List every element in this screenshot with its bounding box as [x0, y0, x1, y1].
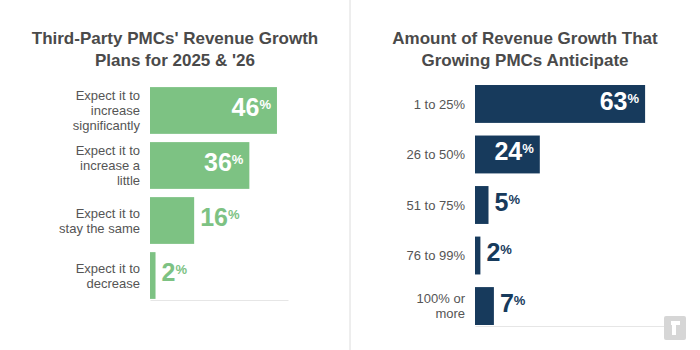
- data-label-number: 16: [200, 203, 228, 231]
- text-line: little: [117, 173, 140, 188]
- text-line: stay the same: [59, 221, 140, 236]
- y-tick: 100% ormore: [417, 291, 466, 321]
- data-label-number: 46: [232, 93, 260, 121]
- data-label-unit: %: [228, 207, 240, 222]
- text-line: 76 to 99%: [406, 248, 465, 263]
- bar: [150, 87, 277, 134]
- data-label-number: 63: [600, 87, 628, 115]
- data-label-number: 2: [486, 238, 500, 266]
- logo-box: [664, 316, 686, 340]
- bars: [475, 85, 645, 325]
- x-axis-line: [151, 300, 289, 301]
- chart-panel: Third-Party PMCs' Revenue Growth Plans fo…: [32, 29, 318, 301]
- chart-title: Amount of Revenue Growth That Growing PMC…: [392, 29, 658, 70]
- data-label: 16%: [200, 203, 240, 231]
- data-label: 2%: [162, 258, 188, 286]
- text-line: Amount of Revenue Growth That: [392, 29, 658, 48]
- text-line: increase a: [80, 158, 141, 173]
- y-tick-label: Expect it tostay the same: [59, 206, 140, 236]
- bar: [475, 186, 489, 224]
- data-label: 5%: [495, 188, 521, 216]
- text-line: 26 to 50%: [406, 147, 465, 162]
- data-labels: 63%24%5%2%7%: [486, 87, 639, 317]
- data-labels: 46%36%16%2%: [162, 93, 272, 286]
- y-axis: 1 to 25% 26 to 50% 51 to 75% 76 to 99% 100% …: [406, 97, 465, 322]
- x-axis: [151, 300, 289, 301]
- bar: [475, 237, 480, 275]
- text-line: 100% or: [417, 291, 466, 306]
- data-label-unit: %: [232, 152, 244, 167]
- text-line: Expect it to: [76, 143, 140, 158]
- y-tick: 1 to 25%: [414, 97, 466, 112]
- bar: [150, 252, 156, 299]
- bar: [475, 287, 494, 325]
- y-tick-label: 76 to 99%: [406, 248, 465, 263]
- y-tick-label: Expect it todecrease: [76, 261, 140, 291]
- chart-root: Third-Party PMCs' Revenue Growth Plans fo…: [0, 0, 700, 350]
- data-label-number: 36: [204, 148, 232, 176]
- data-label: 63%: [600, 87, 640, 115]
- text-line: Expect it to: [76, 88, 140, 103]
- data-label: 7%: [500, 289, 526, 317]
- data-label-number: 24: [494, 137, 522, 165]
- y-tick: 51 to 75%: [406, 198, 465, 213]
- chart-panel: Amount of Revenue Growth That Growing PMC…: [392, 29, 664, 327]
- text-line: more: [435, 306, 465, 321]
- x-axis: [476, 326, 665, 327]
- text-line: significantly: [73, 118, 141, 133]
- text-line: 51 to 75%: [406, 198, 465, 213]
- data-label-unit: %: [508, 192, 520, 207]
- data-label: 24%: [494, 137, 534, 165]
- data-label-number: 2: [162, 258, 176, 286]
- y-tick: 26 to 50%: [406, 147, 465, 162]
- data-label: 2%: [486, 238, 512, 266]
- data-label-unit: %: [514, 293, 526, 308]
- panel-divider: [350, 0, 351, 350]
- y-tick-label: Expect it toincreasesignificantly: [73, 88, 141, 133]
- text-line: Plans for 2025 & '26: [95, 51, 255, 70]
- y-tick-label: 1 to 25%: [414, 97, 466, 112]
- data-label: 36%: [204, 148, 244, 176]
- y-axis: Expect it toincreasesignificantlyExpect …: [59, 88, 141, 291]
- bar: [475, 136, 540, 174]
- y-tick: Expect it todecrease: [76, 261, 140, 291]
- data-label-number: 7: [500, 289, 514, 317]
- logo-glyph: [671, 321, 680, 335]
- corner-logo: [664, 316, 686, 340]
- text-line: Third-Party PMCs' Revenue Growth: [32, 29, 318, 48]
- data-label-number: 5: [495, 188, 509, 216]
- bar: [150, 197, 194, 244]
- data-label-unit: %: [175, 262, 187, 277]
- bar: [475, 85, 645, 123]
- y-tick-label: 51 to 75%: [406, 198, 465, 213]
- text-line: decrease: [87, 276, 140, 291]
- chart-svg: Third-Party PMCs' Revenue Growth Plans fo…: [0, 0, 700, 350]
- y-tick: Expect it toincreasesignificantly: [73, 88, 141, 133]
- y-tick-label: 100% ormore: [417, 291, 466, 321]
- text-line: Expect it to: [76, 206, 140, 221]
- y-tick: 76 to 99%: [406, 248, 465, 263]
- y-tick-label: Expect it toincrease alittle: [76, 143, 141, 188]
- data-label-unit: %: [628, 91, 640, 106]
- text-line: increase: [91, 103, 140, 118]
- bar: [150, 142, 249, 189]
- text-line: Growing PMCs Anticipate: [421, 51, 628, 70]
- text-line: 1 to 25%: [414, 97, 466, 112]
- data-label-unit: %: [259, 97, 271, 112]
- bars: [150, 87, 277, 299]
- text-line: Expect it to: [76, 261, 140, 276]
- background: [0, 0, 700, 350]
- y-tick: Expect it tostay the same: [59, 206, 140, 236]
- data-label: 46%: [232, 93, 272, 121]
- x-axis-line: [476, 326, 665, 327]
- y-tick-label: 26 to 50%: [406, 147, 465, 162]
- y-tick: Expect it toincrease alittle: [76, 143, 141, 188]
- chart-title: Third-Party PMCs' Revenue Growth Plans fo…: [32, 29, 318, 70]
- data-label-unit: %: [500, 242, 512, 257]
- data-label-unit: %: [522, 141, 534, 156]
